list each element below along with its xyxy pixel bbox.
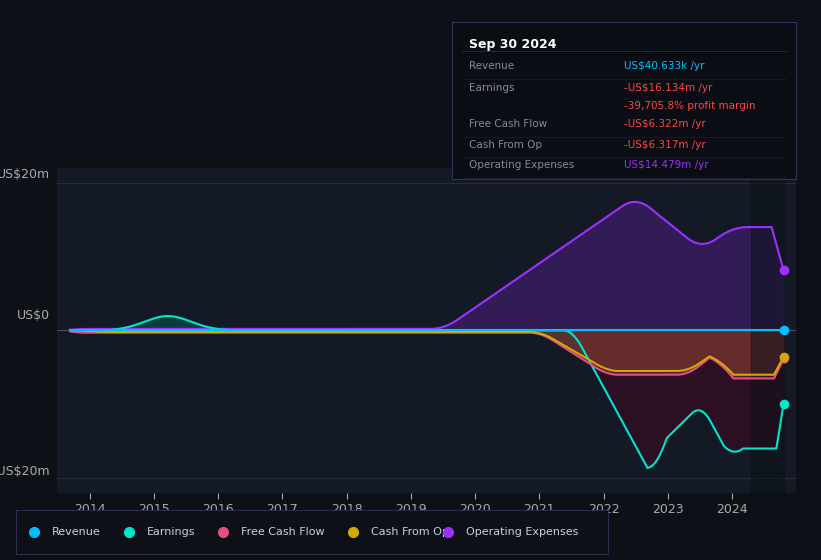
Text: -US$16.134m /yr: -US$16.134m /yr [624, 83, 713, 94]
Text: -US$6.322m /yr: -US$6.322m /yr [624, 119, 706, 129]
Text: US$20m: US$20m [0, 168, 50, 181]
Polygon shape [751, 168, 783, 493]
Text: Free Cash Flow: Free Cash Flow [469, 119, 547, 129]
Text: Operating Expenses: Operating Expenses [469, 160, 574, 170]
Text: Revenue: Revenue [469, 61, 514, 71]
Text: -US$20m: -US$20m [0, 465, 50, 478]
Text: Sep 30 2024: Sep 30 2024 [469, 38, 557, 51]
Text: Cash From Op: Cash From Op [469, 139, 542, 150]
Text: Operating Expenses: Operating Expenses [466, 527, 578, 537]
Text: Revenue: Revenue [52, 527, 101, 537]
Text: Free Cash Flow: Free Cash Flow [241, 527, 324, 537]
Text: US$40.633k /yr: US$40.633k /yr [624, 61, 704, 71]
Text: US$0: US$0 [17, 309, 50, 323]
Text: -39,705.8% profit margin: -39,705.8% profit margin [624, 100, 755, 110]
Text: -US$6.317m /yr: -US$6.317m /yr [624, 139, 706, 150]
Text: US$14.479m /yr: US$14.479m /yr [624, 160, 709, 170]
Text: Earnings: Earnings [146, 527, 195, 537]
Text: Earnings: Earnings [469, 83, 514, 94]
Text: Cash From Op: Cash From Op [371, 527, 449, 537]
